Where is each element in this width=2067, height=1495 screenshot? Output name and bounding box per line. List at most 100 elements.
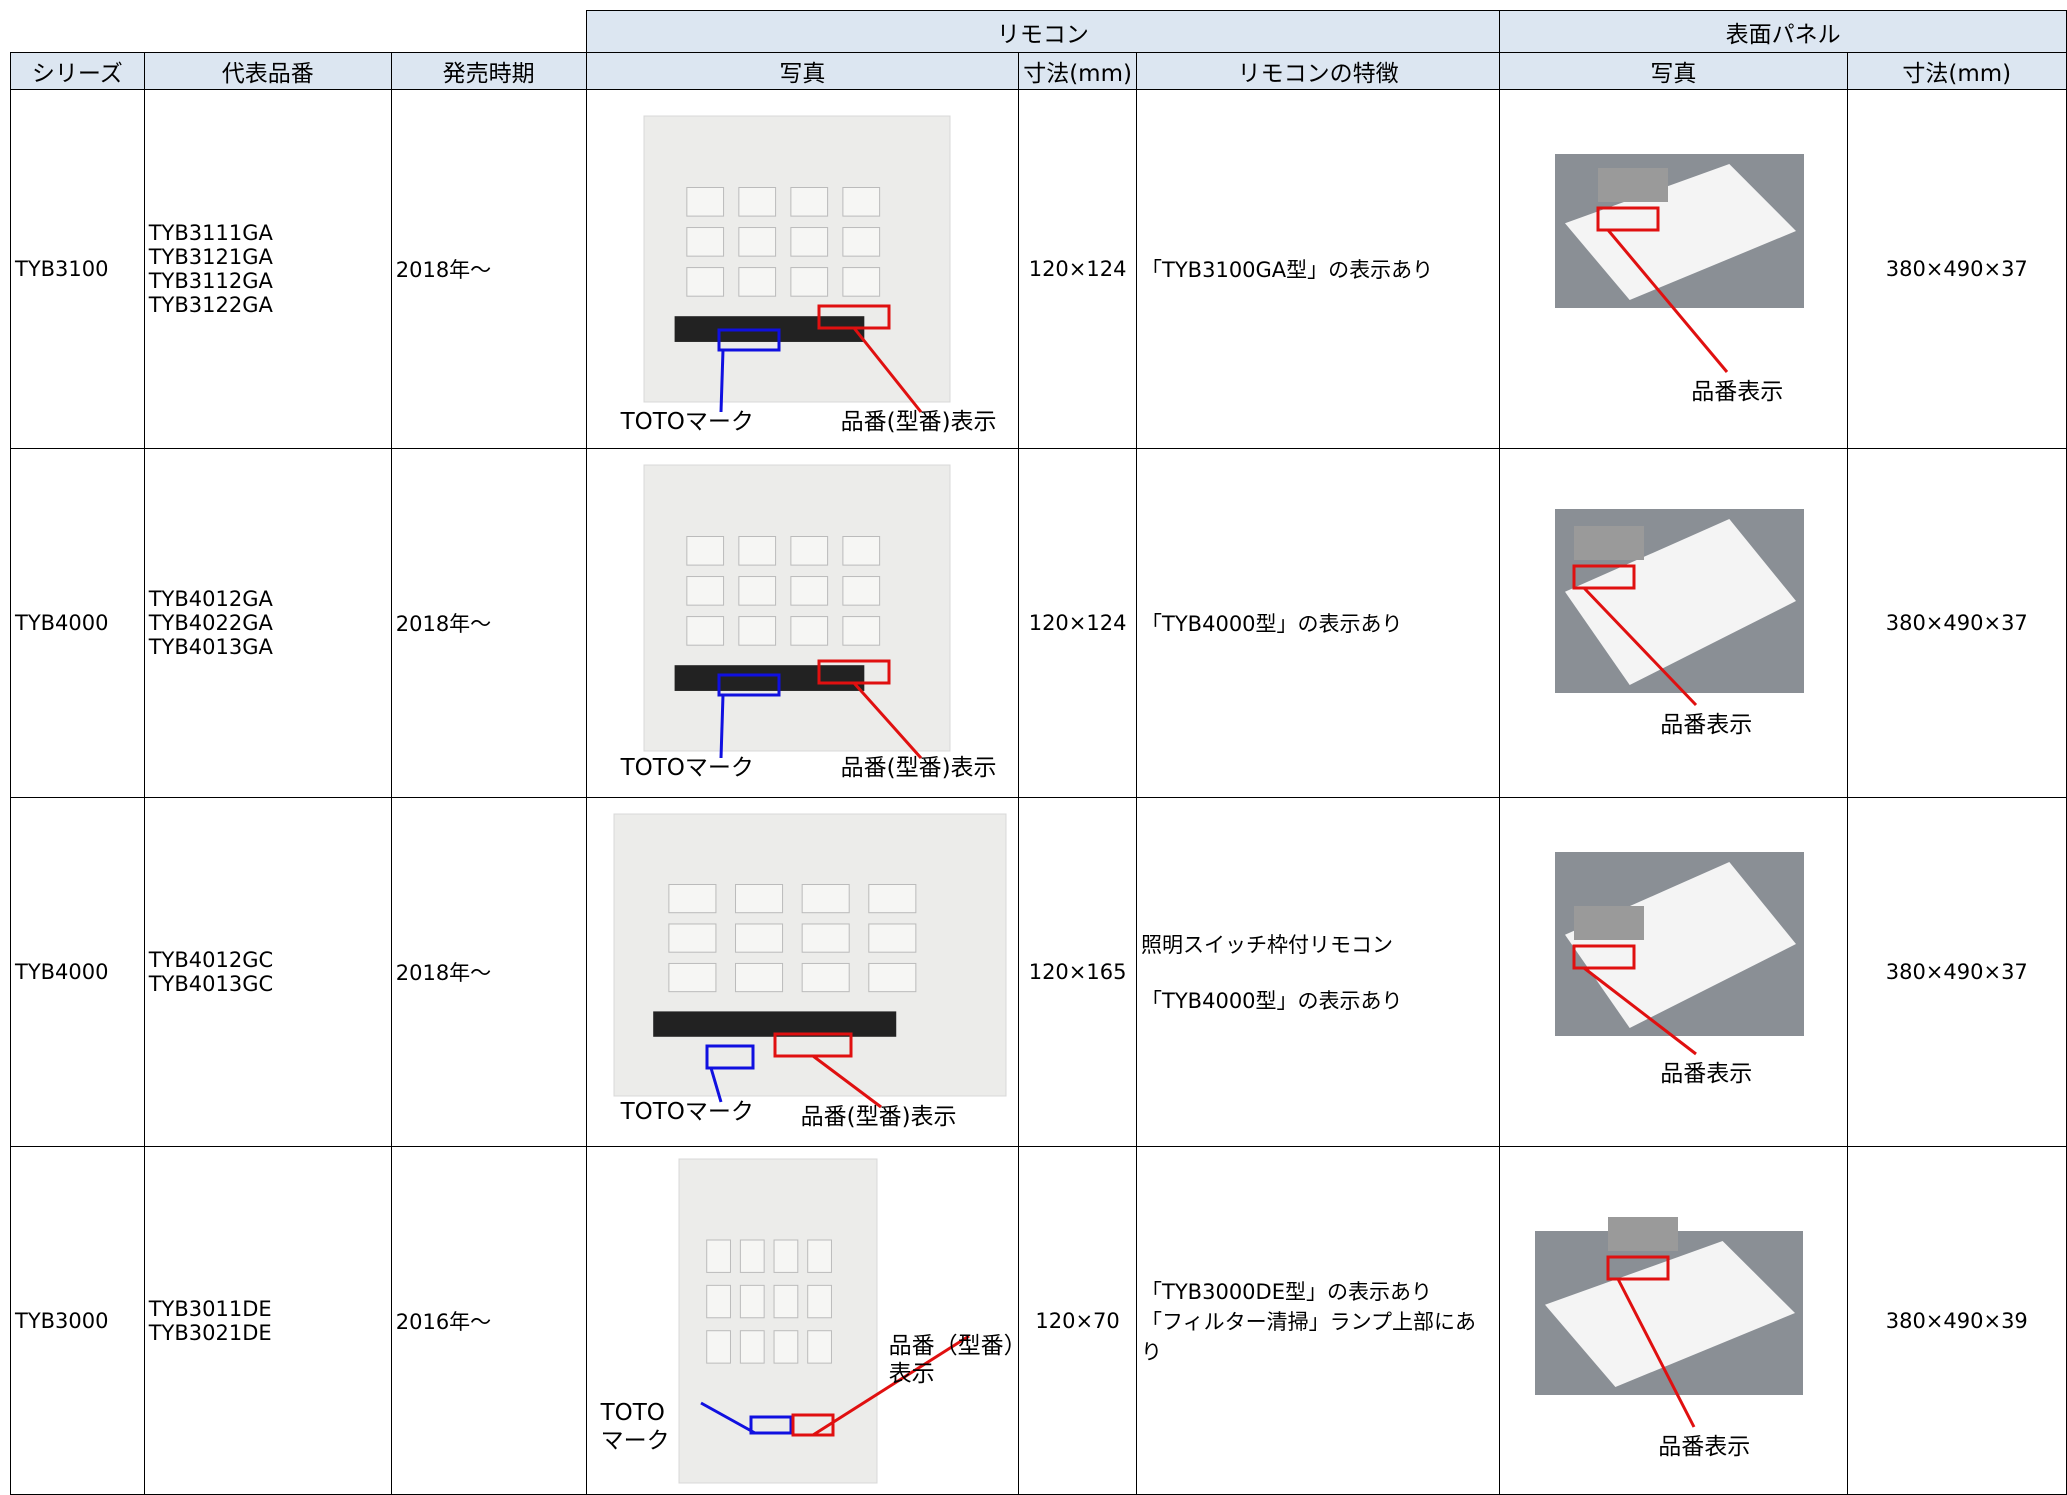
polygon (1565, 164, 1797, 300)
model-display-label: 品番（型番） 表示 (888, 1332, 1018, 1388)
toto-mark-label: TOTOマーク (621, 754, 754, 782)
line (699, 1401, 756, 1435)
label-line: 品番(型番)表示 (800, 1104, 957, 1130)
remote-photo: TOTO マーク 品番（型番） 表示 (587, 1148, 1018, 1494)
column-header: リモコンの特徴 (1136, 52, 1501, 90)
model-display-label: 品番(型番)表示 (841, 408, 997, 436)
panel-photo: 品番表示 (1501, 450, 1846, 797)
panel-photo-cell: 品番表示 (1499, 89, 1848, 449)
model-number: TYB4022GA (148, 611, 273, 635)
feature: 「TYB3100GA型」の表示あり (1141, 258, 1434, 282)
label-line: マーク (600, 1428, 670, 1454)
feature: 「TYB3000DE型」の表示あり (1141, 1279, 1432, 1304)
rect (737, 227, 776, 257)
polygon (1565, 519, 1797, 685)
toto-mark-label: TOTOマーク (621, 408, 754, 436)
remote-size-cell: 120×124 (1018, 448, 1138, 798)
group-header: 表面パネル (1499, 10, 2067, 53)
rect (739, 1330, 765, 1364)
series-cell: TYB4000 (10, 448, 145, 798)
remote-photo-cell: TOTOマーク 品番(型番)表示 (585, 448, 1020, 798)
rect (1598, 168, 1669, 202)
panel-size-cell: 380×490×37 (1846, 797, 2067, 1147)
model-number: TYB3011DE (148, 1296, 272, 1321)
rect (667, 884, 717, 914)
remote-size-cell: 120×165 (1018, 797, 1138, 1147)
rect (737, 187, 776, 217)
rect (705, 1239, 731, 1273)
line (1583, 586, 1698, 707)
features-cell: 「TYB3100GA型」の表示あり (1136, 89, 1501, 449)
line (1583, 966, 1698, 1056)
model-number: TYB4013GA (148, 635, 273, 659)
series-cell: TYB3000 (10, 1146, 145, 1495)
rect (789, 616, 828, 646)
remote-photo: TOTOマーク 品番(型番)表示 (587, 450, 1018, 797)
rect (841, 267, 880, 297)
model-number: TYB4012GA (148, 587, 273, 611)
rect (717, 328, 781, 352)
rect (685, 227, 724, 257)
rect (1574, 526, 1645, 560)
models-cell: TYB3111GA TYB3121GA TYB3112GA TYB3122GA (143, 89, 392, 449)
remote-photo-cell: TOTOマーク 品番(型番)表示 (585, 797, 1020, 1147)
feature: 照明スイッチ枠付リモコン (1141, 933, 1394, 957)
rect (789, 267, 828, 297)
label-line: 表示 (888, 1361, 935, 1387)
rect (773, 1239, 798, 1273)
table-row: TYB3000 TYB3011DE TYB3021DE 2016年～ TOTO マーク 品番… (10, 1146, 2067, 1495)
group-header: リモコン (585, 10, 1501, 53)
model-number: TYB3021DE (148, 1320, 272, 1345)
rect (685, 267, 724, 297)
rect (789, 536, 828, 566)
rect (667, 923, 717, 953)
panel-image (1535, 1217, 1804, 1428)
features-cell: 「TYB3000DE型」の表示あり 「フィルター清掃」ランプ上部にあり (1136, 1146, 1501, 1495)
panel-size-cell: 380×490×39 (1846, 1146, 2067, 1495)
panel-size-cell: 380×490×37 (1846, 89, 2067, 449)
release-cell: 2018年～ (390, 448, 587, 798)
rect (801, 962, 850, 993)
panel-size-cell: 380×490×37 (1846, 448, 2067, 798)
panel-model-label: 品番表示 (1691, 379, 1784, 405)
models-cell: TYB3011DE TYB3021DE (143, 1146, 392, 1495)
panel-photo: 品番表示 (1501, 91, 1846, 448)
line (719, 694, 725, 759)
release-cell: 2018年～ (390, 797, 587, 1147)
rect (749, 1415, 793, 1435)
rect (739, 1284, 765, 1319)
features-cell: 照明スイッチ枠付リモコン 「TYB4000型」の表示あり (1136, 797, 1501, 1147)
rect (685, 536, 724, 566)
panel-model-label: 品番表示 (1658, 1434, 1751, 1460)
rect (841, 536, 880, 566)
rect (734, 962, 783, 993)
column-header: 発売時期 (390, 52, 587, 90)
polygon (1565, 862, 1797, 1028)
column-header: 写真 (585, 52, 1020, 90)
rect (1572, 564, 1636, 590)
model-number: TYB3121GA (148, 245, 273, 269)
rect (737, 616, 776, 646)
model-number: TYB4012GC (148, 948, 274, 972)
rect (734, 923, 783, 953)
line (811, 1334, 970, 1437)
table-row: TYB4000 TYB4012GA TYB4022GA TYB4013GA 2018年～… (10, 448, 2067, 798)
rect (737, 576, 776, 606)
label-line: TOTO (600, 1400, 665, 1426)
panel-image (1555, 154, 1805, 373)
remote-image (613, 813, 1007, 1109)
remote-image (678, 1158, 970, 1484)
series-cell: TYB3100 (10, 89, 145, 449)
feature: 「TYB4000型」の表示あり (1141, 989, 1403, 1013)
rect (841, 616, 880, 646)
rect (801, 923, 850, 953)
table-row: TYB3100 TYB3111GA TYB3121GA TYB3112GA TYB312… (10, 89, 2067, 449)
rect (717, 673, 781, 697)
spec-table: リモコン 表面パネル シリーズ 代表品番 発売時期 写真 寸法(mm) リモコンの特徴 写真… (10, 10, 2067, 1495)
rect (613, 813, 1007, 1097)
label-line: 品番(型番)表示 (840, 409, 997, 435)
label-line: TOTOマーク (620, 1099, 754, 1125)
rect (734, 884, 783, 914)
remote-photo-cell: TOTO マーク 品番（型番） 表示 (585, 1146, 1020, 1495)
remote-image (643, 464, 951, 759)
